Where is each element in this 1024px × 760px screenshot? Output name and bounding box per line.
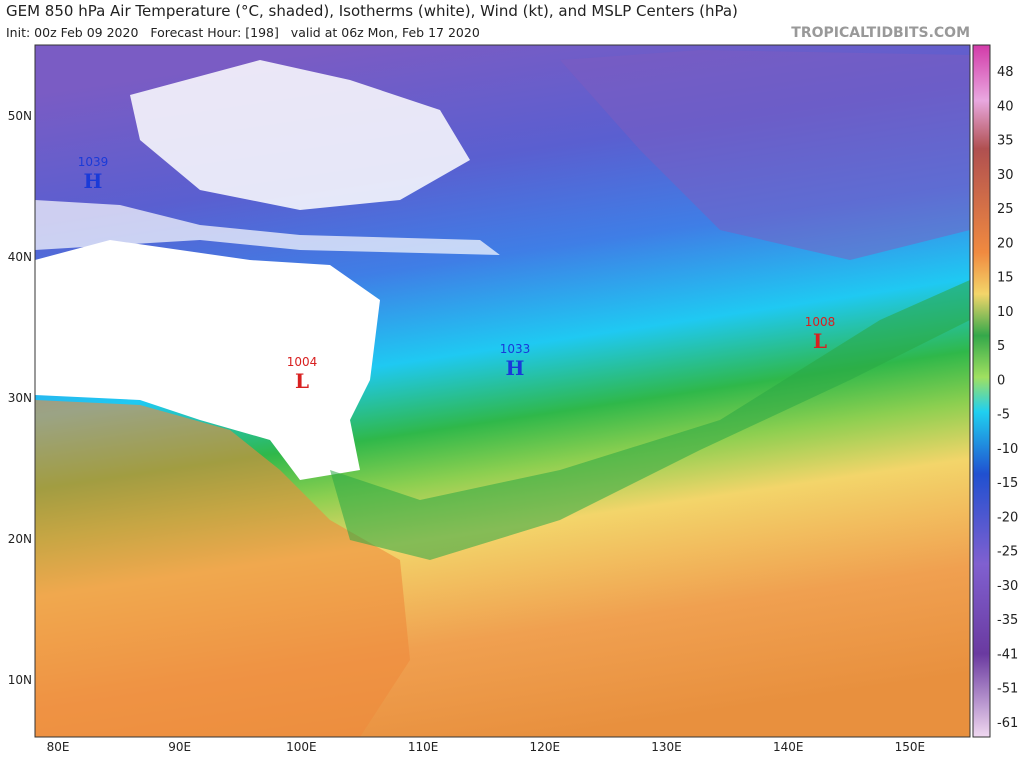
center-symbol: H (506, 356, 525, 380)
colorbar-label: 10 (997, 305, 1014, 320)
lon-label: 130E (651, 740, 682, 754)
site: TROPICALTIDBITS.COM (791, 25, 970, 41)
lat-label: 20N (8, 532, 32, 546)
lon-label: 120E (530, 740, 561, 754)
lon-label: 90E (168, 740, 191, 754)
colorbar-label: 30 (997, 168, 1014, 183)
subtitle: Init: 00z Feb 09 2020 Forecast Hour: [19… (6, 25, 480, 40)
lat-label: 10N (8, 673, 32, 687)
colorbar-label: -51 (997, 682, 1018, 697)
colorbar-label: -30 (997, 579, 1018, 594)
lat-label: 40N (8, 250, 32, 264)
colorbar-label: 40 (997, 99, 1014, 114)
colorbar-label: 5 (997, 339, 1005, 354)
center-symbol: L (813, 329, 827, 353)
center-value: 1033 (500, 342, 531, 356)
colorbar-label: -25 (997, 545, 1018, 560)
colorbar-label: -5 (997, 408, 1010, 423)
center-value: 1039 (78, 155, 109, 169)
center-value: 1004 (287, 355, 318, 369)
colorbar-label: -35 (997, 613, 1018, 628)
colorbar-label: -15 (997, 476, 1018, 491)
colorbar-label: -20 (997, 510, 1018, 525)
lat-label: 50N (8, 109, 32, 123)
lon-label: 80E (47, 740, 70, 754)
colorbar-label: 15 (997, 271, 1014, 286)
colorbar-label: 0 (997, 373, 1005, 388)
lon-label: 110E (408, 740, 439, 754)
lat-label: 30N (8, 391, 32, 405)
colorbar-label: 20 (997, 236, 1014, 251)
colorbar-label: 25 (997, 202, 1014, 217)
colorbar-label: -61 (997, 716, 1018, 731)
lon-label: 140E (773, 740, 804, 754)
center-symbol: L (295, 369, 309, 393)
colorbar (972, 44, 991, 738)
colorbar-label: 35 (997, 134, 1014, 149)
center-symbol: H (84, 169, 103, 193)
lon-label: 100E (286, 740, 317, 754)
center-value: 1008 (805, 315, 836, 329)
map (34, 44, 971, 738)
colorbar-label: 48 (997, 65, 1014, 80)
title: GEM 850 hPa Air Temperature (°C, shaded)… (6, 2, 738, 20)
colorbar-label: -41 (997, 647, 1018, 662)
labels: 50N 40N 30N 20N 10N 80E 90E 100E 110E 120E 130E 140… (8, 65, 1018, 754)
colorbar-label: -10 (997, 442, 1018, 457)
lon-label: 150E (895, 740, 926, 754)
